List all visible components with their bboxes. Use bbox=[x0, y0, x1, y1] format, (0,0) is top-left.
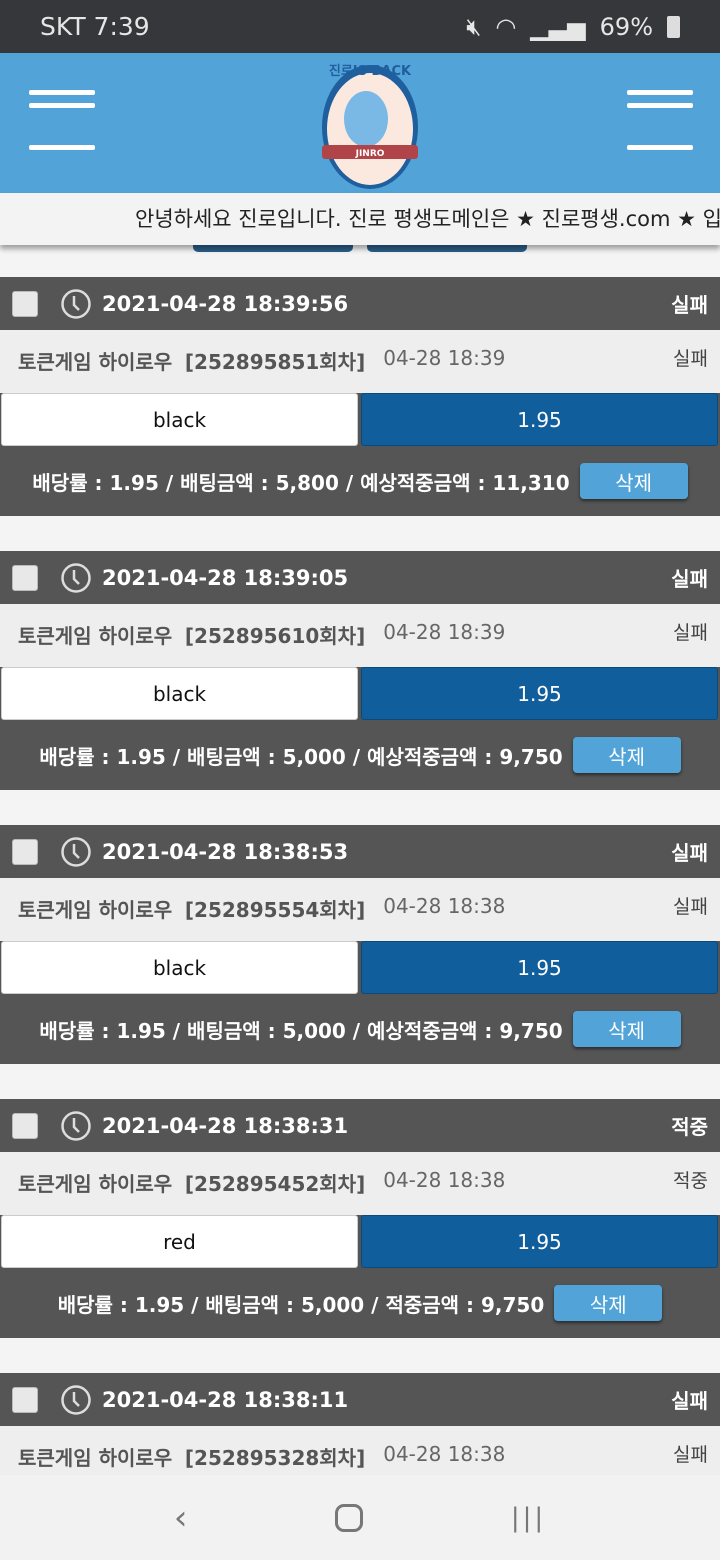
bet-history-list: 2021-04-28 18:39:56 실패 토큰게임 하이로우 [252895… bbox=[0, 252, 720, 1475]
bet-card: 2021-04-28 18:39:56 실패 토큰게임 하이로우 [252895… bbox=[0, 277, 720, 516]
battery-icon bbox=[667, 15, 680, 38]
bet-result: 실패 bbox=[671, 567, 708, 591]
bet-card: 2021-04-28 18:38:31 적중 토큰게임 하이로우 [252895… bbox=[0, 1099, 720, 1338]
bet-odds: 1.95 bbox=[361, 393, 718, 446]
game-time: 04-28 18:39 bbox=[383, 346, 506, 370]
back-icon[interactable]: ‹ bbox=[173, 1497, 188, 1538]
bet-result: 실패 bbox=[671, 841, 708, 865]
game-result: 실패 bbox=[673, 348, 708, 370]
game-round: [252895452회차] bbox=[184, 1172, 366, 1196]
delete-button[interactable]: 삭제 bbox=[579, 463, 688, 499]
bet-summary: 배당률 : 1.95 / 배팅금액 : 5,000 / 예상적중금액 : 9,7… bbox=[39, 1018, 563, 1043]
home-icon[interactable] bbox=[335, 1503, 364, 1532]
bet-selection-row: black 1.95 bbox=[0, 393, 720, 446]
bet-result: 적중 bbox=[671, 1115, 708, 1139]
notice-ticker: 안녕하세요 진로입니다. 진로 평생도메인은 ★ 진로평생.com ★ 입 bbox=[0, 193, 720, 245]
bet-card-header: 2021-04-28 18:39:05 실패 bbox=[0, 551, 720, 604]
delete-button[interactable]: 삭제 bbox=[572, 1011, 681, 1047]
bet-odds: 1.95 bbox=[361, 667, 718, 720]
game-time: 04-28 18:38 bbox=[383, 894, 506, 918]
recents-icon[interactable]: ||| bbox=[510, 1502, 547, 1533]
bet-card-header: 2021-04-28 18:39:56 실패 bbox=[0, 277, 720, 330]
bet-datetime: 2021-04-28 18:38:31 bbox=[102, 1113, 349, 1138]
bet-odds: 1.95 bbox=[361, 941, 718, 994]
bet-summary: 배당률 : 1.95 / 배팅금액 : 5,000 / 적중금액 : 9,750 bbox=[57, 1292, 545, 1317]
bet-game-row: 토큰게임 하이로우 [252895851회차] 04-28 18:39 실패 bbox=[0, 330, 720, 393]
game-name: 토큰게임 하이로우 bbox=[18, 1172, 173, 1196]
battery-level: 69% bbox=[599, 12, 653, 41]
bet-datetime: 2021-04-28 18:38:11 bbox=[102, 1387, 349, 1412]
delete-button[interactable]: 삭제 bbox=[572, 737, 681, 773]
game-time: 04-28 18:38 bbox=[383, 1168, 506, 1192]
carrier-time: SKT 7:39 bbox=[40, 12, 150, 41]
clock-icon bbox=[61, 1110, 91, 1141]
game-name: 토큰게임 하이로우 bbox=[18, 1446, 173, 1470]
bet-card: 2021-04-28 18:38:11 실패 토큰게임 하이로우 [252895… bbox=[0, 1373, 720, 1475]
bet-game-row: 토큰게임 하이로우 [252895554회차] 04-28 18:38 실패 bbox=[0, 878, 720, 941]
svg-text:진로IS BACK: 진로IS BACK bbox=[329, 63, 412, 79]
bet-selection-row: red 1.95 bbox=[0, 1215, 720, 1268]
svg-text:JINRO: JINRO bbox=[355, 149, 385, 159]
game-name: 토큰게임 하이로우 bbox=[18, 350, 173, 374]
bet-pick: black bbox=[1, 393, 358, 446]
game-name: 토큰게임 하이로우 bbox=[18, 624, 173, 648]
game-time: 04-28 18:38 bbox=[383, 1442, 506, 1466]
bet-summary: 배당률 : 1.95 / 배팅금액 : 5,800 / 예상적중금액 : 11,… bbox=[32, 470, 570, 495]
bet-odds: 1.95 bbox=[361, 1215, 718, 1268]
bet-result: 실패 bbox=[671, 293, 708, 317]
game-result: 실패 bbox=[673, 622, 708, 644]
game-result: 적중 bbox=[673, 1170, 708, 1192]
android-nav-bar: ‹ ||| bbox=[0, 1475, 720, 1560]
select-checkbox[interactable] bbox=[12, 838, 38, 865]
select-checkbox[interactable] bbox=[12, 290, 38, 317]
bet-card-header: 2021-04-28 18:38:31 적중 bbox=[0, 1099, 720, 1152]
bet-datetime: 2021-04-28 18:39:56 bbox=[102, 291, 349, 316]
bet-game-row: 토큰게임 하이로우 [252895328회차] 04-28 18:38 실패 bbox=[0, 1426, 720, 1475]
clock-icon bbox=[61, 288, 91, 319]
bet-selection-row: black 1.95 bbox=[0, 941, 720, 994]
bet-card-header: 2021-04-28 18:38:53 실패 bbox=[0, 825, 720, 878]
bet-summary: 배당률 : 1.95 / 배팅금액 : 5,000 / 예상적중금액 : 9,7… bbox=[39, 744, 563, 769]
bet-datetime: 2021-04-28 18:38:53 bbox=[102, 839, 349, 864]
bet-selection-row: black 1.95 bbox=[0, 667, 720, 720]
select-checkbox[interactable] bbox=[12, 564, 38, 591]
bet-datetime: 2021-04-28 18:39:05 bbox=[102, 565, 349, 590]
delete-button[interactable]: 삭제 bbox=[554, 1285, 663, 1321]
bet-game-row: 토큰게임 하이로우 [252895610회차] 04-28 18:39 실패 bbox=[0, 604, 720, 667]
bet-pick: black bbox=[1, 667, 358, 720]
bet-summary-row: 배당률 : 1.95 / 배팅금액 : 5,800 / 예상적중금액 : 11,… bbox=[0, 446, 720, 516]
bet-card: 2021-04-28 18:39:05 실패 토큰게임 하이로우 [252895… bbox=[0, 551, 720, 790]
game-name: 토큰게임 하이로우 bbox=[18, 898, 173, 922]
clock-icon bbox=[61, 836, 91, 867]
status-bar: SKT 7:39 🔇︎ ◠ ▁▃▅ 69% bbox=[0, 0, 720, 53]
game-time: 04-28 18:39 bbox=[383, 620, 506, 644]
game-round: [252895328회차] bbox=[184, 1446, 366, 1470]
menu-right-button[interactable] bbox=[627, 90, 693, 150]
clock-icon bbox=[61, 1384, 91, 1415]
select-checkbox[interactable] bbox=[12, 1386, 38, 1413]
bet-pick: black bbox=[1, 941, 358, 994]
game-round: [252895610회차] bbox=[184, 624, 366, 648]
signal-icon: ▁▃▅ bbox=[530, 12, 586, 41]
bet-card: 2021-04-28 18:38:53 실패 토큰게임 하이로우 [252895… bbox=[0, 825, 720, 1064]
wifi-icon: ◠ bbox=[495, 12, 517, 41]
bet-summary-row: 배당률 : 1.95 / 배팅금액 : 5,000 / 예상적중금액 : 9,7… bbox=[0, 720, 720, 790]
bet-pick: red bbox=[1, 1215, 358, 1268]
game-round: [252895851회차] bbox=[184, 350, 366, 374]
bet-summary-row: 배당률 : 1.95 / 배팅금액 : 5,000 / 적중금액 : 9,750… bbox=[0, 1268, 720, 1338]
clock-icon bbox=[61, 562, 91, 593]
select-checkbox[interactable] bbox=[12, 1112, 38, 1139]
site-header: JINRO 진로IS BACK bbox=[0, 53, 720, 193]
bet-game-row: 토큰게임 하이로우 [252895452회차] 04-28 18:38 적중 bbox=[0, 1152, 720, 1215]
menu-left-button[interactable] bbox=[29, 90, 95, 150]
game-result: 실패 bbox=[673, 896, 708, 918]
jinro-logo[interactable]: JINRO 진로IS BACK bbox=[300, 55, 440, 191]
bet-result: 실패 bbox=[671, 1389, 708, 1413]
game-result: 실패 bbox=[673, 1444, 708, 1466]
bet-summary-row: 배당률 : 1.95 / 배팅금액 : 5,000 / 예상적중금액 : 9,7… bbox=[0, 994, 720, 1064]
bet-card-header: 2021-04-28 18:38:11 실패 bbox=[0, 1373, 720, 1426]
game-round: [252895554회차] bbox=[184, 898, 366, 922]
mute-icon: 🔇︎ bbox=[466, 12, 482, 41]
